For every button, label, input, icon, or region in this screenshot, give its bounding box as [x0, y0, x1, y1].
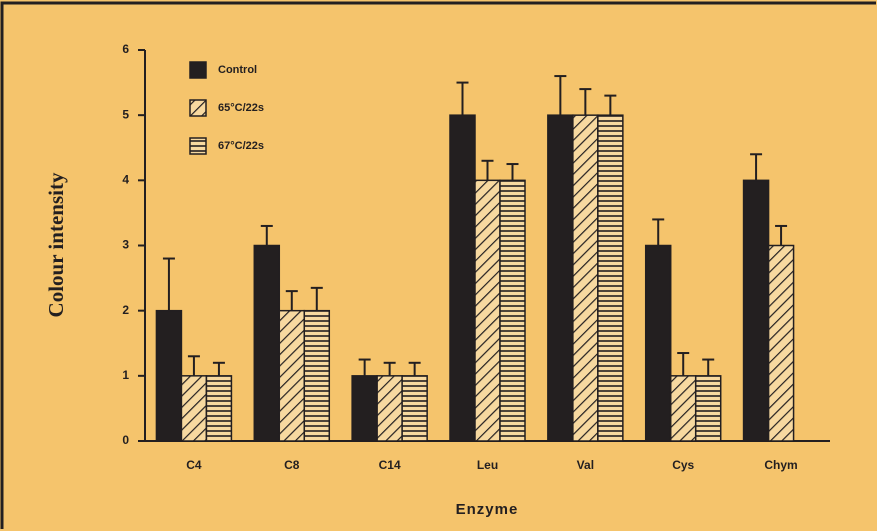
bar — [499, 179, 526, 442]
x-tick-label: Val — [577, 458, 594, 472]
bar — [253, 244, 281, 442]
bar — [572, 114, 599, 442]
legend-label: 67°C/22s — [218, 140, 264, 152]
y-axis-label: Colour intensity — [44, 172, 68, 317]
legend-swatch — [189, 99, 207, 117]
bar — [742, 179, 770, 442]
bar — [180, 375, 208, 442]
bar — [547, 114, 574, 442]
x-axis-label: Enzyme — [456, 501, 519, 518]
legend-swatch — [189, 61, 207, 79]
bar — [597, 114, 624, 442]
x-tick-label: C4 — [186, 458, 202, 472]
legend-swatch — [189, 137, 207, 155]
y-tick-label: 3 — [122, 238, 129, 252]
x-tick-label: Cys — [672, 458, 694, 472]
bar — [351, 375, 378, 442]
bar — [155, 309, 183, 442]
y-tick-label: 1 — [122, 368, 129, 382]
y-tick-label: 6 — [122, 42, 129, 56]
y-tick-label: 2 — [122, 303, 129, 317]
legend-label: 65°C/22s — [218, 102, 264, 114]
bar — [303, 309, 331, 442]
y-tick-label: 0 — [122, 433, 129, 447]
y-tick-label: 5 — [122, 107, 129, 121]
x-tick-label: C14 — [379, 458, 401, 472]
x-tick-label: Chym — [764, 458, 797, 472]
bar — [376, 375, 403, 442]
legend-label: Control — [218, 64, 257, 76]
bar — [474, 179, 501, 442]
x-tick-label: Leu — [477, 458, 498, 472]
bar — [694, 375, 722, 442]
bar — [669, 375, 697, 442]
y-tick-label: 4 — [122, 173, 129, 187]
bar — [767, 244, 795, 442]
bar — [449, 114, 476, 442]
bar — [401, 375, 428, 442]
x-tick-label: C8 — [284, 458, 300, 472]
bar — [205, 375, 233, 442]
bar — [278, 309, 306, 442]
bar — [644, 244, 672, 442]
